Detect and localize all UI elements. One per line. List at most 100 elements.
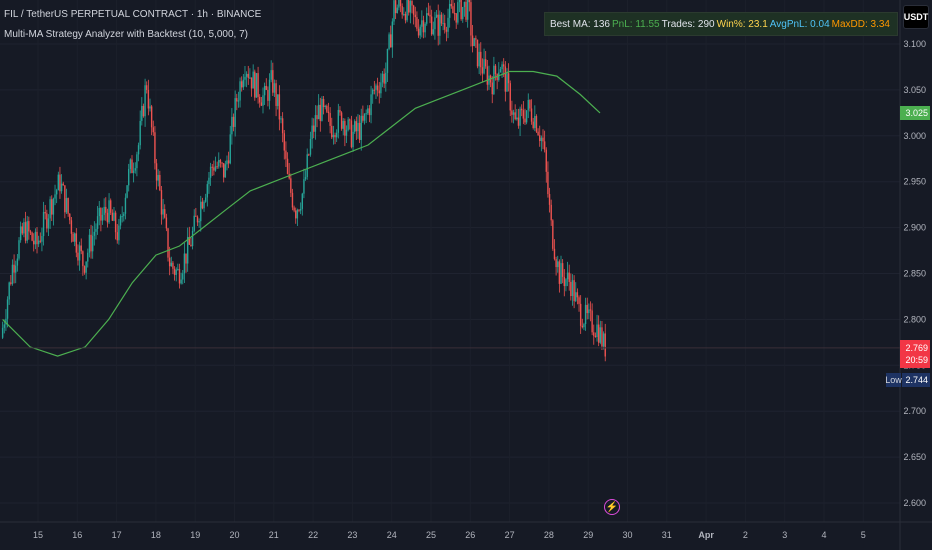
candle-body xyxy=(378,90,380,94)
candle-body xyxy=(345,129,348,136)
candle-body xyxy=(303,179,305,194)
x-tick-label: Apr xyxy=(698,530,714,540)
candle-body xyxy=(367,108,369,114)
candle-body xyxy=(396,7,398,14)
candle-body xyxy=(599,327,602,343)
candle-body xyxy=(164,209,166,218)
candle-body xyxy=(591,310,593,333)
candle-body xyxy=(457,2,459,23)
stat-avgpnl: AvgPnL: 0.04 xyxy=(769,18,830,30)
candle-body xyxy=(391,21,394,48)
candle-body xyxy=(552,220,554,249)
y-tick-label: 3.050 xyxy=(903,85,926,95)
candle-body xyxy=(514,112,516,120)
currency-button[interactable]: USDT xyxy=(903,5,929,29)
candle-body xyxy=(324,105,326,108)
strategy-stats-panel: Best MA: 136 PnL: 11.55 Trades: 290 Win%… xyxy=(543,12,898,36)
indicator-title[interactable]: Multi-MA Strategy Analyzer with Backtest… xyxy=(4,29,248,40)
candle-body xyxy=(335,132,338,138)
candle-body xyxy=(170,262,172,267)
candle-body xyxy=(440,14,443,24)
candle-body xyxy=(219,159,222,163)
symbol-title[interactable]: FIL / TetherUS PERPETUAL CONTRACT · 1h ·… xyxy=(4,9,262,20)
candle-body xyxy=(83,266,86,273)
candle-body xyxy=(42,212,45,237)
candle-body xyxy=(146,85,148,90)
candle-body xyxy=(173,268,176,275)
stat-pnl: PnL: 11.55 xyxy=(611,18,660,30)
stat-winrate: Win%: 23.1 xyxy=(716,18,768,30)
candle-body xyxy=(416,17,418,29)
candle-body xyxy=(201,201,204,209)
candle-body xyxy=(281,118,284,134)
candle-body xyxy=(524,118,526,123)
candle-body xyxy=(404,13,407,21)
candle-body xyxy=(327,111,330,114)
candle-body xyxy=(96,216,99,229)
candle-body xyxy=(132,170,135,174)
candle-body xyxy=(594,335,597,337)
candle-body xyxy=(512,112,515,115)
candle-body xyxy=(193,215,195,231)
candle-body xyxy=(568,272,570,282)
x-tick-label: 26 xyxy=(465,530,475,540)
candle-body xyxy=(155,163,158,181)
candle-body xyxy=(139,120,141,146)
candle-body xyxy=(481,67,484,74)
candle-body xyxy=(460,0,462,20)
candle-body xyxy=(321,99,323,121)
candle-body xyxy=(575,292,577,302)
candle-body xyxy=(442,23,444,25)
x-tick-label: 24 xyxy=(387,530,397,540)
candle-body xyxy=(8,282,10,300)
candle-body xyxy=(602,333,605,347)
candle-body xyxy=(471,35,474,47)
candle-body xyxy=(82,251,84,267)
candle-body xyxy=(267,89,269,101)
candle-body xyxy=(337,109,340,133)
candle-body xyxy=(409,0,412,13)
candle-body xyxy=(101,214,104,221)
flash-event-icon[interactable]: ⚡ xyxy=(604,499,620,515)
candle-body xyxy=(349,119,351,121)
candle-body xyxy=(203,201,205,209)
y-tick-label: 2.700 xyxy=(903,406,926,416)
candle-body xyxy=(275,83,277,106)
x-tick-label: 22 xyxy=(308,530,318,540)
candle-body xyxy=(414,14,416,18)
candle-body xyxy=(588,309,590,314)
candle-body xyxy=(558,261,561,284)
candle-body xyxy=(453,13,456,15)
candle-body xyxy=(496,74,498,81)
candle-body xyxy=(373,89,376,91)
candle-body xyxy=(39,240,41,242)
candle-body xyxy=(563,276,565,287)
candle-body xyxy=(60,183,63,192)
candle-body xyxy=(393,0,395,22)
candle-body xyxy=(403,13,405,15)
candle-body xyxy=(290,178,292,193)
candle-body xyxy=(535,116,538,132)
candle-body xyxy=(114,212,117,233)
candle-body xyxy=(108,200,110,223)
candle-body xyxy=(597,324,600,343)
candle-body xyxy=(69,213,71,221)
candle-body xyxy=(478,51,480,67)
candle-body xyxy=(483,59,485,74)
candle-body xyxy=(376,85,379,91)
candle-body xyxy=(545,149,547,172)
candle-body xyxy=(298,209,300,211)
candle-body xyxy=(561,263,564,277)
candle-body xyxy=(55,190,58,195)
candle-body xyxy=(73,233,76,242)
candle-body xyxy=(241,81,243,88)
candle-body xyxy=(239,81,241,101)
candle-body xyxy=(311,125,313,139)
candle-body xyxy=(470,2,472,36)
candle-body xyxy=(75,233,78,253)
candle-body xyxy=(573,280,575,302)
candle-body xyxy=(332,134,335,138)
candle-body xyxy=(226,160,228,165)
candle-body xyxy=(28,221,30,232)
